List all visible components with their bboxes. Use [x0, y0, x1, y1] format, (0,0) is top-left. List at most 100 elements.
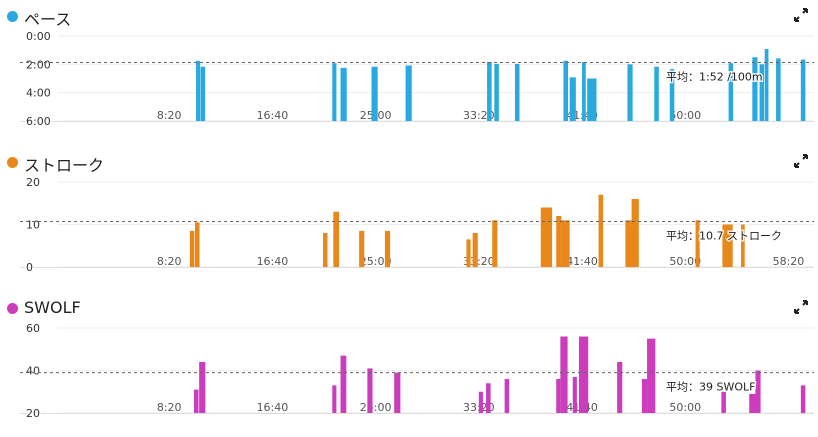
- stroke-bar: [556, 216, 562, 267]
- pace-bar: [340, 67, 347, 121]
- pace-y-tick-label: 4:00: [26, 87, 51, 100]
- swolf-y-tick-label: 20: [26, 407, 40, 419]
- pace-bar: [371, 66, 378, 121]
- pace-bar: [759, 64, 765, 121]
- stroke-title: ストローク: [24, 156, 105, 175]
- pace-bar: [405, 65, 412, 121]
- pace-x-tick-label: 8:20: [157, 109, 182, 122]
- stroke-bar: [492, 220, 498, 267]
- swolf-x-tick-label: 8:20: [157, 401, 182, 414]
- stroke-x-tick-label: 16:40: [257, 255, 289, 268]
- stroke-chart: 8:20 16:40 25:00 33:20 41:40 50:00 58:20 20 10 0 平…: [20, 177, 814, 273]
- swolf-average-label: 平均：39 SWOLF: [666, 381, 755, 394]
- pace-bar: [669, 69, 675, 121]
- pace-bar: [776, 58, 781, 121]
- swolf-bar: [556, 379, 561, 413]
- stroke-header: ストローク: [0, 151, 818, 175]
- swolf-panel: SWOLF 8:2016:4025:0033:2041:4050:0060402…: [0, 297, 818, 419]
- swolf-bar: [394, 372, 401, 413]
- stroke-bar: [695, 220, 700, 267]
- pace-x-tick-label: 50:00: [669, 109, 701, 122]
- swolf-bar: [193, 389, 199, 413]
- swolf-x-tick-label: 16:40: [257, 401, 289, 414]
- stroke-bar: [561, 220, 570, 267]
- swolf-chart: 8:2016:4025:0033:2041:4050:00604020平均：39…: [20, 323, 814, 419]
- stroke-legend-dot: [7, 157, 18, 168]
- stroke-bar: [722, 224, 733, 267]
- stroke-bar: [472, 233, 478, 267]
- pace-bar: [514, 63, 520, 121]
- pace-bar: [332, 63, 337, 121]
- stroke-bar: [189, 230, 195, 267]
- pace-legend-dot: [7, 11, 18, 22]
- pace-bar: [800, 59, 806, 121]
- stroke-bar: [322, 233, 328, 267]
- swolf-bar: [755, 370, 761, 413]
- swolf-y-tick-label: 40: [26, 365, 40, 378]
- pace-x-tick-label: 33:20: [463, 109, 495, 122]
- swolf-bar: [332, 385, 337, 413]
- stroke-x-tick-label: 33:20: [463, 255, 495, 268]
- expand-arrows-icon[interactable]: [794, 154, 808, 168]
- pace-title: ペース: [24, 10, 72, 29]
- swolf-bar: [560, 336, 568, 413]
- pace-bar: [752, 57, 758, 121]
- stroke-x-tick-label: 25:00: [360, 255, 392, 268]
- pace-x-tick-label: 16:40: [257, 109, 289, 122]
- pace-header: ペース: [0, 5, 818, 29]
- swolf-bar: [486, 383, 491, 413]
- swolf-bar: [617, 362, 623, 413]
- stroke-y-tick-label: 20: [26, 177, 40, 189]
- expand-arrows-icon[interactable]: [794, 8, 808, 22]
- pace-y-tick-label: 6:00: [26, 115, 51, 127]
- swolf-bar: [478, 391, 483, 413]
- stroke-bar: [359, 230, 365, 267]
- pace-chart: 8:2016:4025:0033:2041:4050:000:002:004:0…: [20, 31, 814, 127]
- swolf-bar: [721, 391, 726, 413]
- pace-bar: [582, 61, 586, 121]
- pace-bar: [563, 60, 569, 121]
- pace-bar: [728, 63, 734, 121]
- pace-bar: [569, 77, 576, 121]
- swolf-bar: [641, 379, 648, 413]
- pace-y-tick-label: 2:00: [26, 58, 51, 71]
- stroke-bar: [540, 207, 553, 267]
- stroke-bar: [631, 199, 639, 267]
- stroke-x-tick-label: 58:20: [773, 255, 805, 268]
- expand-arrows-icon[interactable]: [794, 300, 808, 314]
- pace-bar: [487, 61, 492, 121]
- stroke-y-tick-label: 0: [26, 261, 33, 273]
- swolf-bar: [578, 336, 589, 413]
- swolf-bar: [647, 338, 656, 413]
- swolf-bar: [800, 385, 806, 413]
- swolf-bar: [572, 376, 577, 413]
- swolf-x-tick-label: 50:00: [669, 401, 701, 414]
- swolf-header: SWOLF: [0, 297, 818, 321]
- swolf-y-tick-label: 60: [26, 323, 40, 335]
- swolf-title: SWOLF: [24, 298, 81, 317]
- stroke-panel: ストローク 8:20 16:40 25:00 33:20 41:40 50:00 58:20…: [0, 151, 818, 273]
- pace-bar: [196, 60, 201, 121]
- swolf-bar: [367, 368, 373, 413]
- swolf-bar: [340, 355, 347, 413]
- stroke-y-tick-label: 10: [26, 219, 40, 232]
- stroke-average-label: 平均：10.7 ストローク: [666, 230, 782, 243]
- pace-bar: [654, 66, 659, 121]
- pace-average-label: 平均：1:52 /100m: [666, 70, 763, 83]
- stroke-x-tick-label: 41:40: [566, 255, 598, 268]
- swolf-bar: [199, 362, 206, 413]
- stroke-x-tick-label: 50:00: [669, 255, 701, 268]
- swolf-x-tick-label: 25:00: [360, 401, 392, 414]
- stroke-bar: [333, 211, 340, 267]
- pace-bar: [627, 64, 633, 121]
- stroke-bar: [625, 220, 637, 267]
- pace-bar: [494, 63, 499, 121]
- stroke-bar: [384, 230, 391, 267]
- stroke-bar: [195, 222, 200, 267]
- stroke-bar: [466, 239, 471, 267]
- pace-bar: [764, 48, 769, 121]
- pace-panel: ペース 8:2016:4025:0033:2041:4050:000:002:0…: [0, 5, 818, 127]
- pace-bar: [200, 66, 206, 121]
- stroke-x-tick-label: 8:20: [157, 255, 182, 268]
- swolf-bar: [749, 393, 760, 413]
